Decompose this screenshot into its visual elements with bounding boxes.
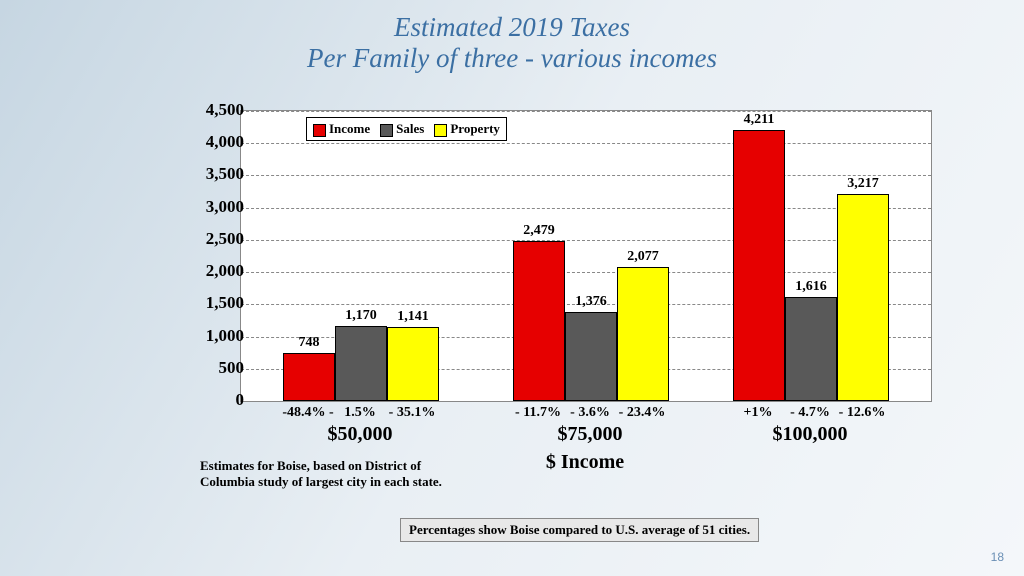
- gridline: [241, 143, 931, 144]
- bar-income: [513, 241, 565, 401]
- page-number: 18: [991, 550, 1004, 564]
- bar-value-label: 2,077: [613, 249, 673, 265]
- legend-item-sales: Sales: [380, 121, 424, 137]
- bar-property: [617, 267, 669, 401]
- swatch-sales: [380, 124, 393, 137]
- bar-value-label: 1,376: [561, 294, 621, 310]
- bar-income: [733, 130, 785, 401]
- gridline: [241, 208, 931, 209]
- bar-value-label: 4,211: [729, 112, 789, 128]
- percent-label: - 12.6%: [839, 405, 886, 421]
- percent-label: - 4.7%: [790, 405, 830, 421]
- chart-legend: Income Sales Property: [306, 117, 507, 141]
- gridline: [241, 175, 931, 176]
- category-label: $100,000: [773, 423, 848, 446]
- title-line-1: Estimated 2019 Taxes: [0, 12, 1024, 43]
- bar-value-label: 748: [279, 335, 339, 351]
- y-tick-label: 2,500: [189, 229, 244, 249]
- percent-label: - 11.7%: [515, 405, 561, 421]
- y-tick-label: 4,000: [189, 132, 244, 152]
- bar-value-label: 1,141: [383, 309, 443, 325]
- percent-label: 1.5%: [344, 405, 376, 421]
- y-tick-label: 4,500: [189, 100, 244, 120]
- percent-label: +1%: [744, 405, 773, 421]
- bar-value-label: 1,170: [331, 308, 391, 324]
- percent-label: - 23.4%: [619, 405, 666, 421]
- y-tick-label: 1,000: [189, 326, 244, 346]
- plot-area: Income Sales Property 748 1,1701,141 2,479…: [240, 110, 932, 402]
- bar-value-label: 3,217: [833, 176, 893, 192]
- percent-label: - 3.6%: [570, 405, 610, 421]
- y-tick-label: 500: [189, 358, 244, 378]
- chart-title: Estimated 2019 Taxes Per Family of three…: [0, 0, 1024, 74]
- bar-property: [387, 327, 439, 401]
- percent-label: -48.4% -: [282, 405, 333, 421]
- bar-sales: [785, 297, 837, 401]
- gridline: [241, 240, 931, 241]
- percent-row: -48.4% - 1.5% - 35.1% - 11.7% - 3.6% - 23.4% +…: [240, 405, 930, 423]
- legend-item-property: Property: [434, 121, 500, 137]
- bar-value-label: 2,479: [509, 223, 569, 239]
- bar-property: [837, 194, 889, 401]
- category-label: $50,000: [328, 423, 393, 446]
- bar-sales: [335, 326, 387, 401]
- y-tick-label: 3,500: [189, 164, 244, 184]
- swatch-income: [313, 124, 326, 137]
- bar-chart: Income Sales Property 748 1,1701,141 2,479…: [180, 105, 940, 430]
- y-tick-label: 0: [189, 390, 244, 410]
- legend-item-income: Income: [313, 121, 370, 137]
- y-tick-label: 2,000: [189, 261, 244, 281]
- footnote-text: Estimates for Boise, based on District o…: [200, 458, 460, 489]
- bar-sales: [565, 312, 617, 401]
- y-tick-label: 3,000: [189, 197, 244, 217]
- swatch-property: [434, 124, 447, 137]
- title-line-2: Per Family of three - various incomes: [0, 43, 1024, 74]
- percent-label: - 35.1%: [389, 405, 436, 421]
- category-label: $75,000: [558, 423, 623, 446]
- gridline: [241, 272, 931, 273]
- caption-box: Percentages show Boise compared to U.S. …: [400, 518, 759, 542]
- bar-value-label: 1,616: [781, 279, 841, 295]
- bar-income: [283, 353, 335, 401]
- y-tick-label: 1,500: [189, 293, 244, 313]
- gridline: [241, 111, 931, 112]
